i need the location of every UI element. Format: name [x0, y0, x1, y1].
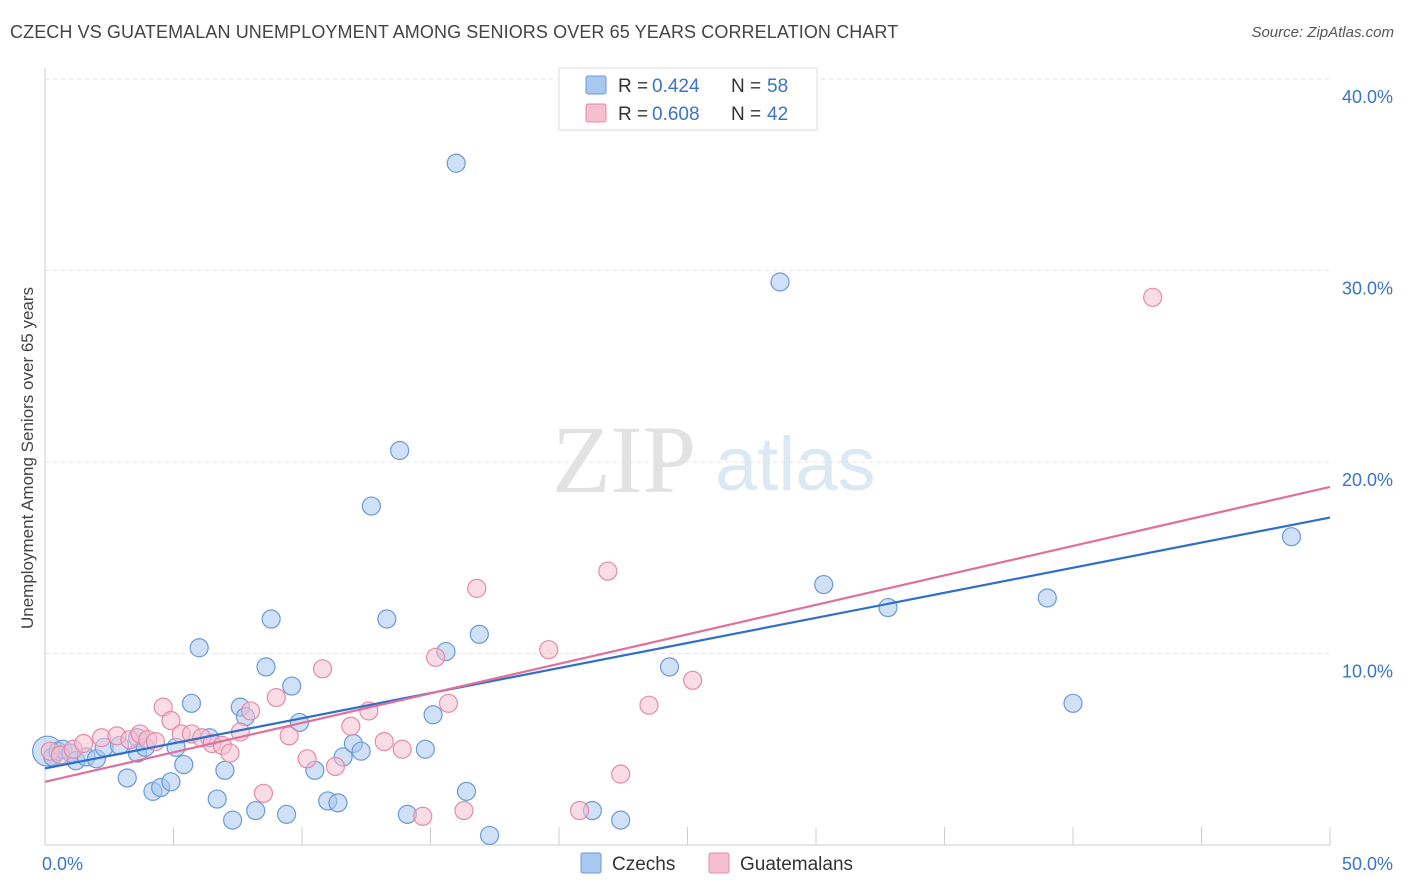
guatemalans-point	[341, 716, 361, 736]
guatemalans-point	[392, 739, 412, 759]
legend-swatch-czechs	[585, 75, 607, 95]
guatemalans-point	[598, 561, 618, 581]
legend-n-label-guatemalans: N =	[731, 104, 761, 125]
guatemalans-point	[467, 578, 487, 598]
czechs-point	[181, 693, 202, 713]
bottom-legend-swatch-czechs	[580, 852, 602, 874]
guatemalans-point	[374, 731, 394, 752]
czechs-point	[246, 800, 266, 821]
chart-title: CZECH VS GUATEMALAN UNEMPLOYMENT AMONG S…	[10, 22, 899, 42]
czechs-point	[456, 781, 477, 801]
guatemalans-point	[683, 670, 703, 690]
y-tick-label: 10.0%	[1342, 662, 1393, 682]
correlation-legend: R = 0.424 N = 58 R = 0.608 N = 42	[558, 67, 818, 131]
watermark-atlas: atlas	[715, 422, 876, 507]
czechs-point	[215, 760, 235, 780]
czechs-point	[351, 741, 371, 761]
guatemalans-point	[539, 640, 559, 660]
guatemalans-point	[241, 701, 261, 721]
x-tick-label: 50.0%	[1342, 854, 1393, 874]
bottom-legend-swatch-guatemalans	[708, 852, 730, 874]
czechs-point	[1063, 693, 1083, 713]
guatemalans-point	[639, 695, 659, 715]
czechs-point	[814, 574, 834, 595]
legend-r-label-czechs: R =	[618, 76, 648, 97]
axes	[44, 68, 1331, 846]
legend-swatch-guatemalans	[585, 103, 607, 123]
guatemalans-point	[73, 733, 94, 754]
y-axis-label: Unemployment Among Seniors over 65 years	[18, 287, 37, 629]
guatemalans-point	[1143, 287, 1163, 307]
guatemalans-point	[253, 783, 274, 803]
czechs-point	[415, 739, 435, 759]
guatemalans-point	[279, 726, 299, 746]
czechs-point	[446, 153, 466, 173]
czechs-trend-line	[44, 516, 1331, 770]
guatemalans-point	[266, 687, 286, 708]
legend-r-label-guatemalans: R =	[618, 104, 648, 125]
y-tick-label: 20.0%	[1342, 470, 1393, 490]
czechs-point	[276, 804, 297, 824]
guatemalans-point	[413, 806, 433, 826]
czechs-point	[223, 810, 243, 830]
guatemalans-point	[454, 800, 474, 821]
guatemalans-point	[220, 743, 240, 763]
y-tick-labels: 10.0% 20.0% 30.0% 40.0%	[1342, 87, 1393, 682]
czechs-point	[174, 754, 194, 775]
czechs-point	[117, 768, 137, 788]
czechs-point	[261, 609, 281, 629]
x-tick-label: 0.0%	[42, 854, 83, 874]
czechs-point	[480, 825, 500, 846]
guatemalans-point	[325, 756, 346, 777]
czechs-point	[878, 597, 898, 618]
czechs-point	[361, 496, 381, 516]
czechs-point	[1037, 588, 1057, 608]
czechs-point	[189, 638, 209, 658]
czechs-point	[256, 657, 276, 677]
czechs-point	[328, 793, 348, 813]
guatemalans-point	[312, 659, 333, 679]
czechs-point	[770, 272, 790, 292]
guatemalans-point	[569, 800, 590, 821]
czechs-point	[161, 772, 181, 792]
watermark-zip: ZIP	[552, 406, 696, 513]
y-tick-label: 30.0%	[1342, 279, 1393, 299]
czechs-point	[611, 810, 631, 830]
guatemalans-point	[297, 749, 317, 769]
czechs-point	[423, 705, 443, 725]
czechs-point	[469, 624, 489, 644]
legend-n-value-czechs: 58	[767, 76, 788, 97]
x-tick-labels: 0.0% 50.0%	[42, 854, 1393, 874]
legend-r-value-guatemalans: 0.608	[652, 104, 700, 125]
czechs-point	[1281, 527, 1302, 547]
gridlines	[45, 78, 1330, 654]
czechs-point	[390, 440, 410, 461]
series-legend: Czechs Guatemalans	[580, 852, 853, 875]
legend-n-label-czechs: N =	[731, 76, 761, 97]
source-label: Source: ZipAtlas.com	[1251, 24, 1394, 41]
bottom-legend-label-czechs: Czechs	[612, 854, 675, 875]
guatemalans-point	[438, 693, 459, 713]
czechs-point	[659, 657, 680, 677]
guatemalans-point	[426, 647, 446, 667]
bottom-legend-label-guatemalans: Guatemalans	[740, 854, 853, 875]
czechs-point	[282, 676, 302, 696]
guatemalans-point	[161, 710, 181, 731]
legend-r-value-czechs: 0.424	[652, 76, 700, 97]
watermark: ZIP atlas	[552, 406, 876, 513]
trend-lines	[44, 485, 1331, 783]
czechs-point	[207, 789, 227, 809]
czechs-point	[377, 609, 397, 629]
guatemalans-trend-line	[44, 485, 1331, 783]
guatemalans-point	[611, 764, 631, 784]
legend-n-value-guatemalans: 42	[767, 104, 788, 125]
y-tick-label: 40.0%	[1342, 87, 1393, 107]
